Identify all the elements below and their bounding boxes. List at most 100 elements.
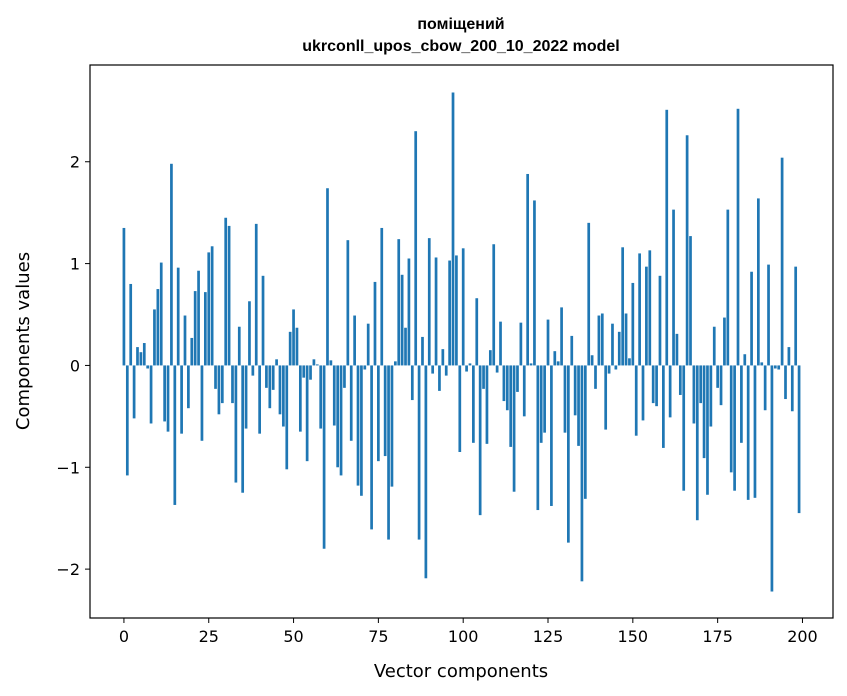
bar xyxy=(655,365,658,407)
bar xyxy=(397,239,401,366)
bar xyxy=(729,365,733,473)
bar xyxy=(353,315,356,366)
x-axis-label: Vector components xyxy=(374,661,548,682)
bar xyxy=(770,365,774,592)
bar xyxy=(278,365,282,415)
bar xyxy=(617,331,621,366)
bar xyxy=(370,365,373,530)
bar xyxy=(502,365,506,402)
bar xyxy=(784,365,787,400)
bar xyxy=(740,365,743,443)
bar xyxy=(122,227,126,366)
bar xyxy=(560,307,563,366)
bar xyxy=(773,365,777,369)
bar xyxy=(505,365,509,411)
bar xyxy=(298,365,302,432)
x-tick-label: 0 xyxy=(119,627,129,646)
x-tick-label: 150 xyxy=(618,627,649,646)
bar xyxy=(580,365,584,582)
x-tick-label: 175 xyxy=(702,627,733,646)
bar xyxy=(393,361,397,366)
bar xyxy=(550,365,553,506)
bar xyxy=(136,347,139,366)
bar xyxy=(220,365,224,404)
x-axis-ticks: 0 25 50 75 100 125 150 175 200 xyxy=(119,618,818,646)
bar xyxy=(322,365,326,549)
bar xyxy=(319,365,323,429)
bar xyxy=(672,209,675,366)
bar xyxy=(478,365,482,516)
bar xyxy=(607,365,611,374)
bar xyxy=(153,309,156,366)
bar xyxy=(139,352,143,366)
bar xyxy=(485,365,489,444)
bar xyxy=(129,283,133,366)
bar xyxy=(214,365,217,389)
bar xyxy=(438,365,441,391)
bar xyxy=(648,250,652,366)
bar xyxy=(553,351,557,366)
bar xyxy=(472,365,475,443)
bar xyxy=(767,264,770,366)
bar xyxy=(634,365,638,436)
bar xyxy=(309,365,312,380)
bar xyxy=(207,252,211,366)
bar xyxy=(237,326,241,366)
bar xyxy=(495,365,499,373)
bar xyxy=(692,365,696,424)
bar xyxy=(685,135,689,366)
bar xyxy=(736,108,740,366)
bar xyxy=(797,365,801,514)
y-axis-label: Components values xyxy=(13,252,34,430)
bar xyxy=(183,315,187,366)
bar xyxy=(176,267,180,366)
bar xyxy=(261,275,265,366)
bar xyxy=(166,365,170,432)
bar xyxy=(390,365,394,487)
bar xyxy=(645,266,648,366)
bar xyxy=(573,365,577,416)
bar xyxy=(621,247,625,366)
bar xyxy=(699,365,703,404)
bar xyxy=(746,365,750,500)
bar xyxy=(434,257,438,366)
bar xyxy=(417,365,421,540)
bar xyxy=(526,173,530,366)
bar xyxy=(760,362,764,366)
bar xyxy=(231,365,234,404)
bar xyxy=(577,365,580,446)
bar xyxy=(285,365,289,470)
bar xyxy=(611,323,614,366)
bar xyxy=(763,365,767,411)
bar xyxy=(156,289,160,366)
bar xyxy=(723,317,726,366)
bar xyxy=(315,364,319,366)
bar xyxy=(675,333,679,366)
bar xyxy=(451,92,455,366)
bar xyxy=(132,365,136,419)
bar xyxy=(159,262,163,366)
bar xyxy=(533,200,536,366)
bar xyxy=(224,217,228,366)
bar xyxy=(187,365,190,409)
bar xyxy=(356,365,360,486)
bar xyxy=(543,365,546,433)
bar xyxy=(624,313,628,366)
bar xyxy=(431,365,435,374)
bar xyxy=(726,209,730,366)
bar xyxy=(149,365,153,424)
bar xyxy=(312,359,316,366)
bar xyxy=(295,327,299,366)
plot-frame xyxy=(89,64,834,619)
bar xyxy=(410,365,414,401)
bar xyxy=(142,343,146,366)
bar xyxy=(604,365,608,430)
x-tick-label: 100 xyxy=(448,627,479,646)
bar xyxy=(377,365,380,462)
bar xyxy=(227,225,231,366)
bar xyxy=(536,365,540,511)
bar xyxy=(200,365,204,441)
x-tick-label: 25 xyxy=(199,627,219,646)
bar xyxy=(709,365,713,427)
bar xyxy=(499,321,502,366)
